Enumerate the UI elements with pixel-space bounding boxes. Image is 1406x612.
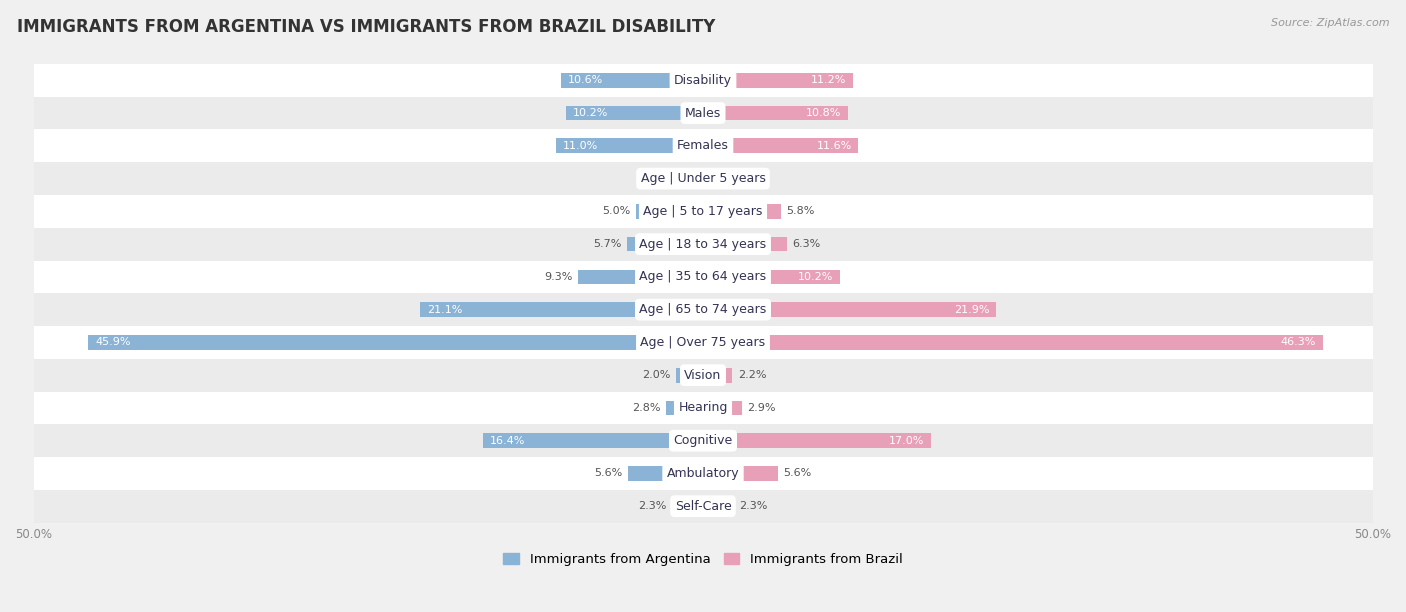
Legend: Immigrants from Argentina, Immigrants from Brazil: Immigrants from Argentina, Immigrants fr… bbox=[498, 547, 908, 571]
Bar bbox=[34, 195, 1372, 228]
Bar bbox=[555, 138, 703, 153]
Text: 2.0%: 2.0% bbox=[643, 370, 671, 380]
Text: 6.3%: 6.3% bbox=[793, 239, 821, 249]
Bar bbox=[34, 326, 1372, 359]
Text: Disability: Disability bbox=[673, 74, 733, 87]
Bar bbox=[34, 457, 1372, 490]
Bar bbox=[688, 171, 703, 186]
Text: 5.7%: 5.7% bbox=[593, 239, 621, 249]
Text: 21.9%: 21.9% bbox=[955, 305, 990, 315]
Text: Females: Females bbox=[678, 140, 728, 152]
Bar bbox=[703, 400, 742, 416]
Bar bbox=[34, 490, 1372, 523]
Text: 9.3%: 9.3% bbox=[544, 272, 574, 282]
Bar bbox=[628, 466, 703, 481]
Bar bbox=[34, 392, 1372, 424]
Bar bbox=[34, 359, 1372, 392]
Text: 5.0%: 5.0% bbox=[602, 206, 631, 217]
Bar bbox=[34, 130, 1372, 162]
Text: 45.9%: 45.9% bbox=[96, 337, 131, 348]
Bar bbox=[703, 499, 734, 513]
Text: 2.9%: 2.9% bbox=[747, 403, 776, 413]
Bar bbox=[703, 204, 780, 218]
Bar bbox=[34, 261, 1372, 293]
Text: Cognitive: Cognitive bbox=[673, 434, 733, 447]
Bar bbox=[703, 171, 721, 186]
Bar bbox=[561, 73, 703, 88]
Text: Vision: Vision bbox=[685, 368, 721, 382]
Bar bbox=[34, 97, 1372, 130]
Text: 5.8%: 5.8% bbox=[786, 206, 814, 217]
Bar bbox=[484, 433, 703, 448]
Text: Self-Care: Self-Care bbox=[675, 499, 731, 513]
Text: Age | 18 to 34 years: Age | 18 to 34 years bbox=[640, 237, 766, 251]
Text: IMMIGRANTS FROM ARGENTINA VS IMMIGRANTS FROM BRAZIL DISABILITY: IMMIGRANTS FROM ARGENTINA VS IMMIGRANTS … bbox=[17, 18, 716, 36]
Bar bbox=[703, 335, 1323, 350]
Bar bbox=[34, 293, 1372, 326]
Bar bbox=[34, 424, 1372, 457]
Text: 11.6%: 11.6% bbox=[817, 141, 852, 151]
Text: 11.2%: 11.2% bbox=[811, 75, 846, 85]
Text: 21.1%: 21.1% bbox=[427, 305, 463, 315]
Text: Age | 65 to 74 years: Age | 65 to 74 years bbox=[640, 303, 766, 316]
Bar bbox=[420, 302, 703, 317]
Bar bbox=[703, 237, 787, 252]
Bar bbox=[89, 335, 703, 350]
Bar bbox=[676, 368, 703, 382]
Bar bbox=[578, 269, 703, 284]
Text: 10.6%: 10.6% bbox=[568, 75, 603, 85]
Bar bbox=[703, 106, 848, 121]
Bar bbox=[34, 228, 1372, 261]
Text: Age | Over 75 years: Age | Over 75 years bbox=[641, 336, 765, 349]
Text: Age | 5 to 17 years: Age | 5 to 17 years bbox=[644, 205, 762, 218]
Bar bbox=[703, 433, 931, 448]
Text: 46.3%: 46.3% bbox=[1281, 337, 1316, 348]
Bar bbox=[665, 400, 703, 416]
Text: Age | Under 5 years: Age | Under 5 years bbox=[641, 172, 765, 185]
Bar bbox=[567, 106, 703, 121]
Text: 5.6%: 5.6% bbox=[595, 468, 623, 479]
Text: 11.0%: 11.0% bbox=[562, 141, 598, 151]
Text: Males: Males bbox=[685, 106, 721, 119]
Text: 1.4%: 1.4% bbox=[727, 174, 755, 184]
Text: 10.8%: 10.8% bbox=[806, 108, 841, 118]
Text: 2.2%: 2.2% bbox=[738, 370, 766, 380]
Bar bbox=[703, 73, 853, 88]
Bar bbox=[703, 302, 997, 317]
Text: Age | 35 to 64 years: Age | 35 to 64 years bbox=[640, 271, 766, 283]
Bar bbox=[34, 162, 1372, 195]
Text: 2.8%: 2.8% bbox=[631, 403, 661, 413]
Bar bbox=[703, 269, 839, 284]
Text: 17.0%: 17.0% bbox=[889, 436, 924, 446]
Bar bbox=[34, 64, 1372, 97]
Text: 5.6%: 5.6% bbox=[783, 468, 811, 479]
Bar bbox=[703, 466, 778, 481]
Text: 16.4%: 16.4% bbox=[491, 436, 526, 446]
Bar bbox=[703, 138, 858, 153]
Bar bbox=[636, 204, 703, 218]
Bar bbox=[672, 499, 703, 513]
Text: Hearing: Hearing bbox=[678, 401, 728, 414]
Bar bbox=[627, 237, 703, 252]
Text: Source: ZipAtlas.com: Source: ZipAtlas.com bbox=[1271, 18, 1389, 28]
Text: 2.3%: 2.3% bbox=[740, 501, 768, 511]
Text: 1.2%: 1.2% bbox=[654, 174, 682, 184]
Text: 10.2%: 10.2% bbox=[574, 108, 609, 118]
Text: Ambulatory: Ambulatory bbox=[666, 467, 740, 480]
Bar bbox=[703, 368, 733, 382]
Text: 2.3%: 2.3% bbox=[638, 501, 666, 511]
Text: 10.2%: 10.2% bbox=[797, 272, 832, 282]
